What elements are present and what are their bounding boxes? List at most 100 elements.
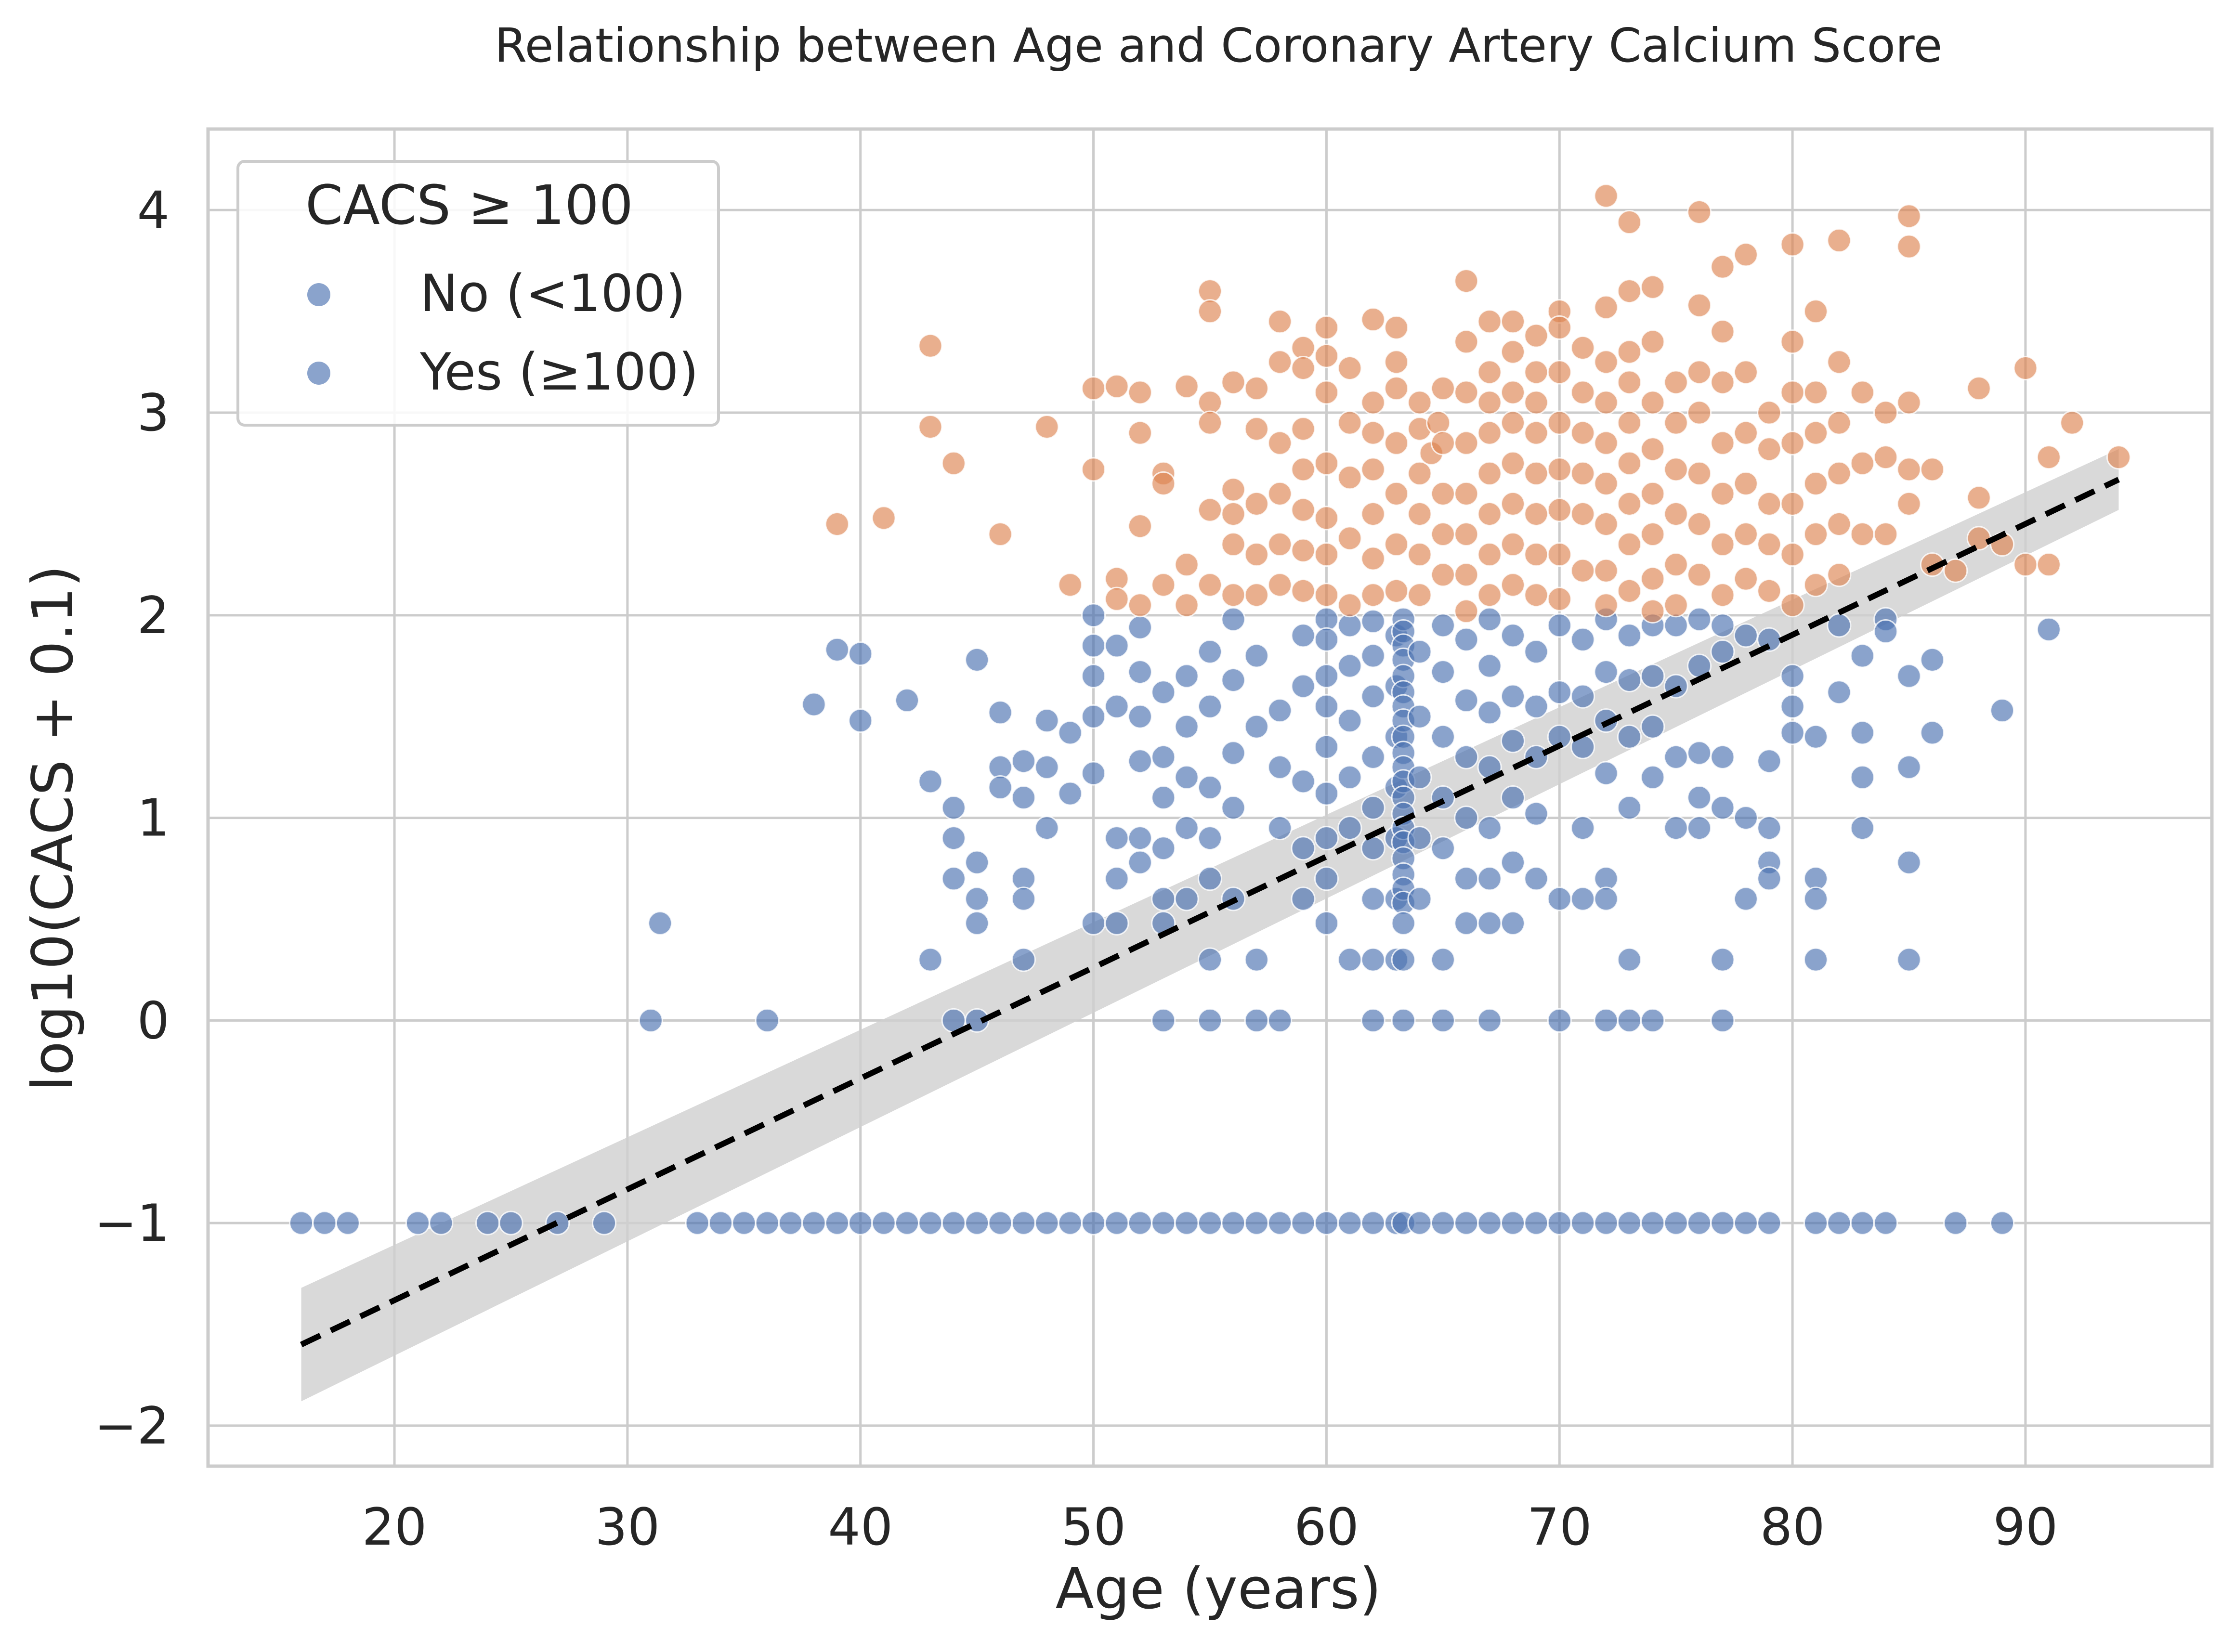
- data-point-no: [1803, 724, 1828, 749]
- data-point-no: [1454, 806, 1479, 831]
- data-point-yes: [1384, 376, 1409, 401]
- data-point-yes: [1640, 390, 1665, 415]
- data-point-yes: [1640, 329, 1665, 354]
- data-point-yes: [1663, 501, 1688, 526]
- chart-title: Relationship between Age and Coronary Ar…: [495, 18, 1942, 73]
- data-point-yes: [1291, 457, 1316, 482]
- data-point-yes: [1384, 350, 1409, 375]
- data-point-no: [1221, 607, 1246, 632]
- data-point-yes: [1477, 542, 1502, 567]
- data-point-no: [1198, 694, 1222, 719]
- data-point-yes: [1198, 299, 1222, 324]
- data-point-yes: [1710, 430, 1735, 455]
- data-point-no: [1477, 816, 1502, 841]
- data-point-yes: [1291, 355, 1316, 380]
- data-point-no: [1174, 663, 1199, 689]
- data-point-no: [1873, 619, 1898, 644]
- data-point-yes: [1803, 572, 1828, 598]
- data-point-no: [1547, 1210, 1572, 1236]
- data-point-no: [335, 1210, 360, 1236]
- regression-line: [300, 477, 2120, 1347]
- data-point-no: [1524, 866, 1549, 891]
- data-point-no: [1151, 1008, 1176, 1033]
- data-point-yes: [2013, 552, 2038, 577]
- data-point-no: [1360, 836, 1385, 861]
- data-point-yes: [1803, 420, 1828, 445]
- data-point-yes: [1896, 234, 1921, 259]
- data-point-no: [941, 866, 966, 891]
- data-point-no: [1034, 708, 1059, 733]
- data-point-no: [1640, 663, 1665, 689]
- legend-marker-yes: [307, 362, 330, 385]
- data-point-no: [1687, 607, 1712, 632]
- data-point-no: [1594, 660, 1619, 685]
- data-point-no: [1710, 1008, 1735, 1033]
- data-point-no: [685, 1210, 710, 1236]
- data-point-yes: [1337, 410, 1362, 435]
- data-point-no: [1547, 680, 1572, 705]
- data-point-yes: [1757, 532, 1782, 557]
- data-point-no: [1780, 694, 1805, 719]
- data-point-yes: [1547, 542, 1572, 567]
- data-point-no: [1314, 781, 1339, 806]
- data-point-no: [1360, 744, 1385, 769]
- data-point-yes: [1477, 390, 1502, 415]
- data-point-yes: [1803, 522, 1828, 547]
- data-point-yes: [1407, 390, 1432, 415]
- legend-label-yes: Yes (≥100): [419, 342, 699, 402]
- data-point-no: [1337, 947, 1362, 972]
- data-point-yes: [1640, 437, 1665, 462]
- legend-frame: [236, 160, 720, 427]
- data-point-no: [1291, 836, 1316, 861]
- data-point-yes: [1827, 461, 1852, 486]
- data-point-no: [1990, 698, 2015, 723]
- data-point-no: [1081, 911, 1106, 936]
- data-point-no: [848, 1210, 873, 1236]
- data-point-no: [1733, 806, 1758, 831]
- data-point-yes: [1594, 295, 1619, 320]
- data-point-no: [1011, 749, 1036, 774]
- data-point-no: [1151, 680, 1176, 705]
- data-point-no: [1617, 795, 1642, 820]
- data-point-yes: [1500, 380, 1525, 405]
- data-point-yes: [1104, 374, 1129, 399]
- data-point-no: [1733, 1210, 1758, 1236]
- data-point-no: [1314, 911, 1339, 936]
- data-point-yes: [1780, 491, 1805, 516]
- data-point-no: [1547, 613, 1572, 638]
- data-point-yes: [1407, 542, 1432, 567]
- data-point-no: [941, 795, 966, 820]
- data-point-no: [941, 826, 966, 851]
- data-point-yes: [1617, 370, 1642, 395]
- data-point-no: [1640, 1210, 1665, 1236]
- data-point-yes: [1733, 566, 1758, 591]
- data-point-no: [1127, 826, 1152, 851]
- data-point-yes: [1663, 552, 1688, 577]
- data-point-no: [1360, 643, 1385, 668]
- data-point-yes: [1803, 380, 1828, 405]
- data-point-no: [1640, 1008, 1665, 1033]
- data-point-yes: [1710, 481, 1735, 506]
- data-point-no: [824, 1210, 850, 1236]
- data-point-no: [1244, 714, 1269, 739]
- data-point-no: [755, 1210, 780, 1236]
- data-point-no: [708, 1210, 733, 1236]
- data-point-yes: [1221, 532, 1246, 557]
- data-point-no: [1757, 1210, 1782, 1236]
- data-point-no: [1500, 728, 1525, 754]
- data-point-no: [1337, 1210, 1362, 1236]
- data-point-no: [1500, 1210, 1525, 1236]
- data-point-no: [1198, 826, 1222, 851]
- data-point-yes: [1430, 522, 1455, 547]
- data-point-no: [1337, 816, 1362, 841]
- data-point-no: [1570, 1210, 1595, 1236]
- data-point-yes: [1500, 410, 1525, 435]
- data-point-no: [1104, 1210, 1129, 1236]
- data-point-yes: [1663, 370, 1688, 395]
- data-point-no: [988, 775, 1013, 800]
- data-point-yes: [1733, 420, 1758, 445]
- data-point-no: [1360, 886, 1385, 911]
- data-point-no: [1034, 754, 1059, 780]
- data-point-no: [1291, 769, 1316, 794]
- data-point-no: [1314, 627, 1339, 652]
